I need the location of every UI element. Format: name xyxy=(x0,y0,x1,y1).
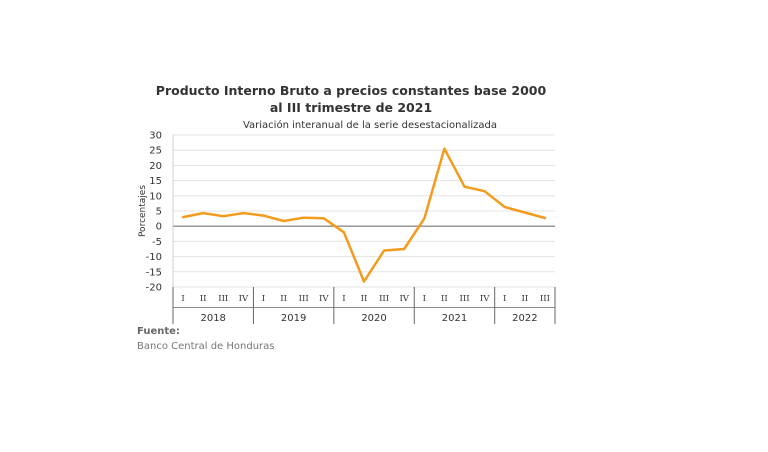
x-tick-label: II xyxy=(200,294,207,304)
y-tick-label: -10 xyxy=(146,252,162,263)
y-tick-label: -5 xyxy=(152,237,162,248)
x-tick-label: I xyxy=(342,294,345,304)
x-tick-label: III xyxy=(218,294,228,304)
x-tick-label: III xyxy=(299,294,309,304)
x-tick-label: I xyxy=(181,294,184,304)
x-tick-label: II xyxy=(441,294,448,304)
chart-title-line-1: Producto Interno Bruto a precios constan… xyxy=(155,83,547,98)
x-tick-label: IV xyxy=(399,294,409,304)
x-tick-label: IV xyxy=(480,294,490,304)
y-tick-label: 0 xyxy=(156,222,162,233)
x-tick-label: I xyxy=(423,294,426,304)
x-tick-label: II xyxy=(280,294,287,304)
chart-title-line-2: al III trimestre de 2021 xyxy=(269,100,433,115)
y-tick-label: 20 xyxy=(149,161,162,172)
series-line xyxy=(181,147,547,283)
x-tick-label: I xyxy=(262,294,265,304)
x-tick-label: II xyxy=(521,294,528,304)
x-year-label: 2018 xyxy=(200,313,225,324)
chart-title: Producto Interno Bruto a precios constan… xyxy=(0,82,702,116)
x-year-label: 2020 xyxy=(361,313,386,324)
y-tick-label: -15 xyxy=(146,267,162,278)
x-tick-label: IV xyxy=(319,294,329,304)
source-label: Fuente: xyxy=(137,326,180,337)
x-year-label: 2021 xyxy=(442,313,467,324)
y-tick-label: -20 xyxy=(146,283,162,294)
x-tick-label: III xyxy=(379,294,389,304)
x-tick-label: III xyxy=(459,294,469,304)
x-year-label: 2019 xyxy=(281,313,306,324)
y-axis-label: Porcentajes xyxy=(138,185,148,237)
y-tick-label: 30 xyxy=(149,131,162,142)
y-tick-label: 10 xyxy=(149,191,162,202)
x-tick-label: III xyxy=(540,294,550,304)
source-text: Banco Central de Honduras xyxy=(137,341,275,352)
chart-subtitle: Variación interanual de la serie desesta… xyxy=(242,120,498,131)
x-tick-label: II xyxy=(361,294,368,304)
y-tick-label: 15 xyxy=(149,176,162,187)
x-tick-label: I xyxy=(503,294,506,304)
y-tick-label: 25 xyxy=(149,146,162,157)
y-tick-label: 5 xyxy=(156,207,162,218)
x-tick-label: IV xyxy=(239,294,249,304)
x-year-label: 2022 xyxy=(512,313,537,324)
